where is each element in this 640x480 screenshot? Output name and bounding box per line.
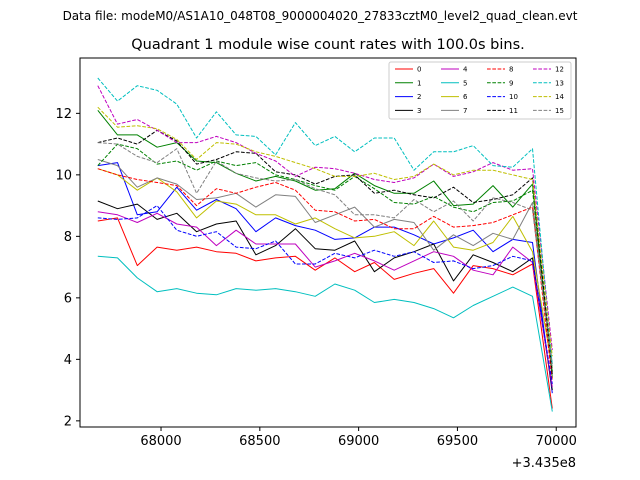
legend-label-3: 3 xyxy=(417,107,421,115)
series-line-8 xyxy=(97,168,553,381)
legend-label-5: 5 xyxy=(463,79,467,87)
series-line-10 xyxy=(97,205,553,384)
legend-label-12: 12 xyxy=(555,66,564,74)
series-line-1 xyxy=(97,109,553,378)
x-tick-label: 69500 xyxy=(437,434,478,449)
series-line-11 xyxy=(97,129,553,375)
legend-label-1: 1 xyxy=(417,79,421,87)
series-line-7 xyxy=(97,159,553,365)
legend-label-9: 9 xyxy=(509,79,513,87)
x-axis: 68000 68500 69000 69500 70000 xyxy=(140,427,577,449)
chart-title: Quadrant 1 module wise count rates with … xyxy=(131,37,525,53)
legend-label-13: 13 xyxy=(555,79,564,87)
legend-label-4: 4 xyxy=(463,66,468,74)
y-tick-label: 2 xyxy=(64,414,72,429)
series-line-15 xyxy=(97,142,553,369)
legend-label-8: 8 xyxy=(509,66,513,74)
x-tick-label: 68500 xyxy=(239,434,280,449)
series-line-12 xyxy=(97,85,553,351)
series-line-14 xyxy=(97,106,553,357)
legend-label-15: 15 xyxy=(555,107,564,115)
x-offset-label: +3.435e8 xyxy=(512,456,576,471)
y-tick-label: 6 xyxy=(64,291,72,306)
y-tick-label: 8 xyxy=(64,230,72,245)
series-line-5 xyxy=(97,255,553,412)
series-line-6 xyxy=(97,168,553,369)
y-tick-label: 12 xyxy=(55,107,72,122)
series-line-2 xyxy=(97,162,553,394)
legend-frame xyxy=(388,61,572,120)
legend-label-6: 6 xyxy=(463,93,468,101)
x-tick-label: 68000 xyxy=(140,434,181,449)
legend-label-14: 14 xyxy=(555,93,564,101)
series-line-4 xyxy=(97,211,553,388)
chart-suptitle: Data file: modeM0/AS1A10_048T08_90000040… xyxy=(63,9,578,23)
legend-label-11: 11 xyxy=(509,107,518,115)
y-tick-label: 4 xyxy=(64,353,72,368)
y-tick-label: 10 xyxy=(55,168,72,183)
series-line-3 xyxy=(97,200,553,391)
y-axis: 2 4 6 8 10 12 xyxy=(55,107,80,429)
legend-label-0: 0 xyxy=(417,66,421,74)
legend-label-10: 10 xyxy=(509,93,518,101)
x-tick-label: 70000 xyxy=(536,434,577,449)
legend-label-7: 7 xyxy=(463,107,467,115)
x-tick-label: 69000 xyxy=(338,434,379,449)
legend-label-2: 2 xyxy=(417,93,421,101)
series-layer xyxy=(97,77,553,412)
series-line-13 xyxy=(97,77,553,366)
series-line-9 xyxy=(97,143,553,372)
plot-frame xyxy=(79,57,577,428)
